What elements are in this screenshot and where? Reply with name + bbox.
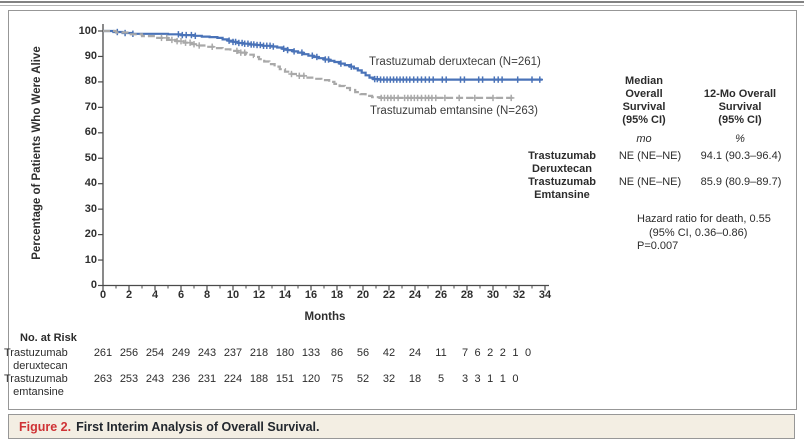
risk-count: 133 (301, 347, 321, 359)
y-tick-label-50: 50 (84, 151, 97, 164)
twelve-mo-os-unit: % (735, 133, 745, 145)
risk-row-label-deruxtecan: Trastuzumab deruxtecan (4, 347, 68, 372)
risk-count: 236 (171, 373, 191, 385)
risk-count: 52 (356, 373, 370, 385)
x-tick-label-0: 0 (99, 289, 107, 301)
risk-count: 253 (119, 373, 139, 385)
series-label-deruxtecan: Trastuzumab deruxtecan (N=261) (369, 56, 541, 68)
caption-bar: Figure 2. First Interim Analysis of Over… (8, 414, 795, 439)
risk-count: 56 (356, 347, 370, 359)
twelve-mo-os-column-header: 12-Mo Overall Survival (95% CI) (703, 88, 777, 126)
risk-count: 7 (461, 347, 469, 359)
y-tick-label-20: 20 (84, 228, 97, 241)
risk-count: 32 (382, 373, 396, 385)
no-at-risk-header: No. at Risk (20, 332, 77, 344)
y-tick-label-70: 70 (84, 100, 97, 113)
risk-count: 86 (330, 347, 344, 359)
x-tick-label-20: 20 (356, 289, 370, 301)
risk-count: 18 (408, 373, 422, 385)
risk-count: 254 (145, 347, 165, 359)
risk-count: 231 (197, 373, 217, 385)
x-tick-label-16: 16 (304, 289, 318, 301)
risk-count: 188 (249, 373, 269, 385)
hazard-ratio-block: Hazard ratio for death, 0.55 (95% CI, 0.… (637, 213, 804, 254)
risk-count: 243 (197, 347, 217, 359)
risk-count: 263 (93, 373, 113, 385)
y-tick-label-10: 10 (84, 253, 97, 266)
y-tick-label-80: 80 (84, 75, 97, 88)
twelve-mo-os-emtansine: 85.9 (80.9–89.7) (700, 176, 782, 188)
risk-count: 11 (435, 347, 447, 359)
x-tick-label-22: 22 (382, 289, 396, 301)
top-rule-dark (0, 1, 804, 3)
hazard-ratio-line2: (95% CI, 0.36–0.86) (649, 226, 748, 239)
x-tick-label-26: 26 (434, 289, 448, 301)
x-tick-label-14: 14 (278, 289, 292, 301)
p-value: P=0.007 (637, 240, 679, 252)
risk-count: 1 (499, 373, 506, 385)
risk-count: 243 (145, 373, 165, 385)
x-tick-label-32: 32 (512, 289, 526, 301)
risk-count: 3 (461, 373, 469, 385)
risk-count: 0 (512, 373, 519, 385)
x-axis-label: Months (304, 311, 346, 323)
x-tick-label-34: 34 (538, 289, 552, 301)
caption-figure-number: Figure 2. (19, 419, 72, 434)
risk-count: 180 (275, 347, 295, 359)
risk-count: 151 (275, 373, 295, 385)
risk-count: 0 (524, 347, 532, 359)
risk-count: 75 (330, 373, 344, 385)
x-tick-label-28: 28 (460, 289, 474, 301)
risk-count: 6 (474, 347, 481, 359)
risk-count: 218 (249, 347, 269, 359)
y-tick-label-90: 90 (84, 49, 97, 62)
series-label-emtansine: Trastuzumab emtansine (N=263) (370, 105, 538, 117)
risk-count: 256 (119, 347, 139, 359)
risk-count: 3 (474, 373, 481, 385)
x-tick-label-18: 18 (330, 289, 344, 301)
x-tick-label-10: 10 (226, 289, 240, 301)
risk-count: 2 (487, 347, 494, 359)
risk-row-label-emtansine: Trastuzumab emtansine (4, 373, 68, 398)
median-os-column-header: Median Overall Survival (95% CI) (622, 75, 666, 126)
risk-count: 24 (408, 347, 422, 359)
summary-row-label-emtansine: Trastuzumab Emtansine (528, 176, 596, 201)
risk-count: 5 (437, 373, 445, 385)
x-tick-label-12: 12 (252, 289, 266, 301)
x-tick-label-4: 4 (151, 289, 159, 301)
x-tick-label-24: 24 (408, 289, 422, 301)
risk-count: 42 (382, 347, 396, 359)
caption-title: First Interim Analysis of Overall Surviv… (76, 419, 320, 434)
y-axis-label: Percentage of Patients Who Were Alive (31, 46, 43, 260)
y-tick-label-100: 100 (78, 24, 97, 37)
risk-count: 2 (499, 347, 506, 359)
risk-count: 261 (93, 347, 113, 359)
x-tick-label-2: 2 (125, 289, 133, 301)
risk-count: 120 (301, 373, 321, 385)
risk-count: 1 (512, 347, 519, 359)
median-os-emtansine: NE (NE–NE) (618, 176, 682, 188)
risk-count: 237 (223, 347, 243, 359)
y-tick-label-0: 0 (90, 279, 97, 291)
risk-count: 224 (223, 373, 243, 385)
y-tick-label-30: 30 (84, 202, 97, 215)
y-tick-label-40: 40 (84, 177, 97, 190)
y-tick-label-60: 60 (84, 126, 97, 139)
risk-count: 1 (487, 373, 494, 385)
x-tick-label-30: 30 (486, 289, 500, 301)
x-tick-label-6: 6 (177, 289, 185, 301)
top-rule-light (0, 5, 804, 6)
x-tick-label-8: 8 (203, 289, 211, 301)
twelve-mo-os-deruxtecan: 94.1 (90.3–96.4) (700, 150, 782, 162)
risk-count: 249 (171, 347, 191, 359)
median-os-deruxtecan: NE (NE–NE) (618, 150, 682, 162)
summary-row-label-deruxtecan: Trastuzumab Deruxtecan (528, 150, 596, 175)
hazard-ratio-line1: Hazard ratio for death, 0.55 (637, 213, 771, 225)
median-os-unit: mo (636, 133, 652, 145)
